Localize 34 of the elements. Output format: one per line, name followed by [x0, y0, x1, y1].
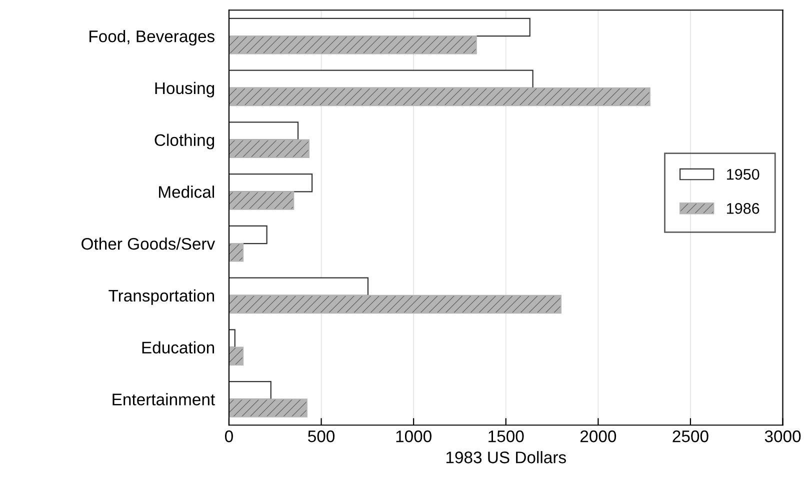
x-tick-label: 2000 [580, 430, 616, 442]
y-tick-label: Housing [155, 82, 214, 98]
bar [228, 87, 650, 106]
bar [228, 122, 299, 140]
x-tick-label: 3000 [764, 430, 801, 442]
bar [228, 18, 530, 37]
bar [228, 139, 310, 158]
y-tick-label: Transportation [108, 289, 214, 305]
bar [228, 243, 244, 262]
bar [228, 277, 369, 296]
x-axis-title: 1983 US Dollars [446, 451, 566, 464]
legend-label: 1950 [727, 168, 760, 180]
y-tick-label: Food, Beverages [90, 30, 215, 46]
bar [228, 225, 268, 244]
y-tick-label: Other Goods/Serv [82, 238, 216, 250]
x-tick-label: 0 [225, 430, 233, 442]
bar [228, 398, 308, 418]
bar [228, 294, 562, 314]
bar [228, 380, 272, 400]
y-tick-label: Education [142, 341, 214, 354]
y-tick-label: Clothing [154, 134, 214, 150]
x-tick-label: 1000 [396, 430, 432, 442]
x-tick-label: 500 [308, 430, 335, 442]
legend-label: 1986 [727, 203, 760, 214]
bar [228, 329, 236, 348]
x-tick-label: 2500 [672, 430, 708, 442]
y-tick-label: Entertainment [112, 393, 215, 406]
y-tick-label: Medical [159, 186, 214, 198]
x-tick-label: 1500 [488, 430, 524, 442]
bar [228, 70, 534, 88]
bar [228, 36, 477, 54]
bar [228, 346, 244, 366]
bar [228, 173, 313, 192]
bar [228, 191, 294, 210]
